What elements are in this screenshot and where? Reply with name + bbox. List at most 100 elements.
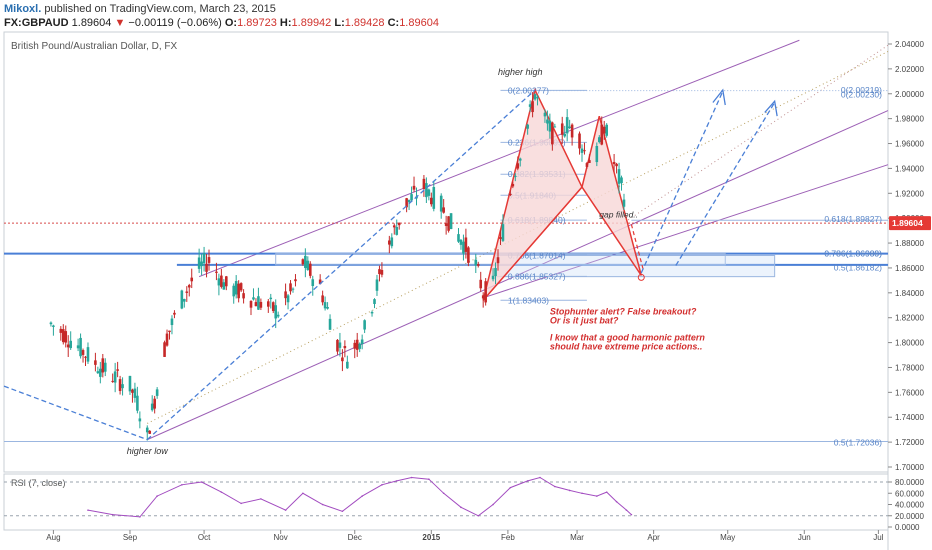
candle-body bbox=[499, 237, 502, 240]
candle-body bbox=[511, 183, 515, 187]
candle-body bbox=[308, 263, 312, 276]
x-tick-label: 2015 bbox=[422, 533, 440, 542]
candle-body bbox=[271, 302, 275, 311]
candle-body bbox=[392, 225, 396, 228]
rsi-point bbox=[596, 495, 598, 497]
candle-body bbox=[526, 124, 529, 129]
header: Mikoxl. published on TradingView.com, Ma… bbox=[0, 0, 932, 32]
publish-line: Mikoxl. published on TradingView.com, Ma… bbox=[4, 3, 276, 15]
candle-body bbox=[185, 291, 189, 293]
rsi-point bbox=[509, 486, 512, 489]
rsi-tick-label: 0.0000 bbox=[895, 523, 920, 532]
d-point-marker bbox=[637, 273, 645, 281]
low-label: L: bbox=[334, 17, 345, 29]
candle-body bbox=[328, 318, 332, 330]
candle-body bbox=[237, 283, 240, 299]
candle-body bbox=[439, 195, 443, 212]
candle-body bbox=[516, 163, 520, 169]
x-tick-label: Oct bbox=[198, 533, 211, 542]
candle-body bbox=[341, 357, 344, 362]
candle-body bbox=[79, 337, 82, 357]
dashed-leg-2 bbox=[146, 89, 536, 441]
rsi-point bbox=[539, 476, 541, 479]
candle-body bbox=[242, 293, 245, 299]
right-fib-label: 0.5(1.72036) bbox=[834, 438, 882, 448]
candle-body bbox=[116, 369, 119, 371]
candle-body bbox=[61, 329, 65, 343]
candle-body bbox=[257, 296, 260, 310]
candle-body bbox=[481, 295, 485, 299]
candle-body bbox=[121, 384, 124, 389]
x-tick-label: Feb bbox=[501, 533, 515, 542]
candle-body bbox=[289, 283, 292, 292]
x-tick-label: Aug bbox=[46, 533, 60, 542]
candle-body bbox=[326, 306, 329, 309]
candle-body bbox=[202, 253, 206, 264]
rsi-point bbox=[568, 489, 571, 492]
candle-body bbox=[304, 255, 307, 269]
y-tick-label: 1.74000 bbox=[895, 413, 924, 422]
candle-body bbox=[163, 342, 166, 357]
low-value: 1.89428 bbox=[344, 17, 385, 29]
candle-body bbox=[276, 314, 280, 317]
candle-body bbox=[291, 288, 295, 290]
symbol[interactable]: FX:GBPAUD bbox=[4, 17, 69, 29]
x-tick-label: Dec bbox=[348, 533, 362, 542]
candle-body bbox=[583, 150, 586, 152]
annotation-alert-2: Or is it just bat? bbox=[550, 315, 619, 325]
candle-body bbox=[86, 347, 90, 362]
fib-label: 0.786(1.87014) bbox=[508, 250, 566, 260]
candle-body bbox=[474, 259, 478, 266]
candle-body bbox=[220, 275, 223, 287]
candle-body bbox=[397, 222, 401, 226]
candle-body bbox=[570, 124, 574, 138]
candle-body bbox=[94, 360, 97, 365]
rsi-title: RSI (7, close) bbox=[11, 478, 66, 488]
candle-body bbox=[617, 169, 621, 184]
rsi-tick-label: 40.0000 bbox=[895, 501, 924, 510]
candle-body bbox=[565, 117, 569, 134]
author-link[interactable]: Mikoxl. bbox=[4, 3, 42, 15]
candle-body bbox=[294, 279, 297, 282]
candle-body bbox=[232, 285, 236, 297]
candle-body bbox=[49, 322, 53, 325]
candle-body bbox=[430, 197, 433, 205]
candle-body bbox=[444, 223, 448, 226]
candle-body bbox=[321, 295, 324, 303]
y-tick-label: 1.70000 bbox=[895, 463, 924, 472]
last-price-badge bbox=[889, 216, 931, 231]
annotation-alert-1: Stophunter alert? False breakout? bbox=[550, 307, 697, 317]
candle-body bbox=[363, 320, 366, 330]
y-tick-label: 1.84000 bbox=[895, 289, 924, 298]
candle-body bbox=[548, 120, 552, 132]
candle-body bbox=[118, 379, 122, 391]
candle-body bbox=[69, 340, 72, 349]
candle-body bbox=[373, 299, 376, 304]
candle-body bbox=[323, 302, 327, 309]
candle-body bbox=[449, 213, 453, 229]
dashed-leg-1 bbox=[3, 385, 148, 441]
candle-body bbox=[476, 264, 480, 266]
candle-body bbox=[432, 187, 436, 209]
candle-body bbox=[153, 398, 156, 409]
candle-body bbox=[595, 146, 599, 163]
y-tick-label: 1.72000 bbox=[895, 438, 924, 447]
candle-body bbox=[410, 194, 413, 201]
candle-body bbox=[543, 112, 547, 117]
candle-body bbox=[528, 104, 532, 107]
candle-body bbox=[131, 389, 134, 393]
y-tick-label: 1.96000 bbox=[895, 140, 924, 149]
candle-body bbox=[580, 148, 584, 153]
candle-body bbox=[358, 343, 361, 349]
candle-body bbox=[59, 328, 63, 333]
candle-body bbox=[187, 285, 191, 288]
y-tick-label: 2.02000 bbox=[895, 65, 924, 74]
candle-body bbox=[150, 403, 154, 411]
x-tick-label: Jun bbox=[798, 533, 811, 542]
rsi-point bbox=[200, 481, 203, 483]
candle-body bbox=[568, 126, 571, 128]
candle-body bbox=[64, 331, 68, 343]
open-value: 1.89723 bbox=[237, 17, 277, 29]
channel-line-lower bbox=[147, 110, 889, 441]
